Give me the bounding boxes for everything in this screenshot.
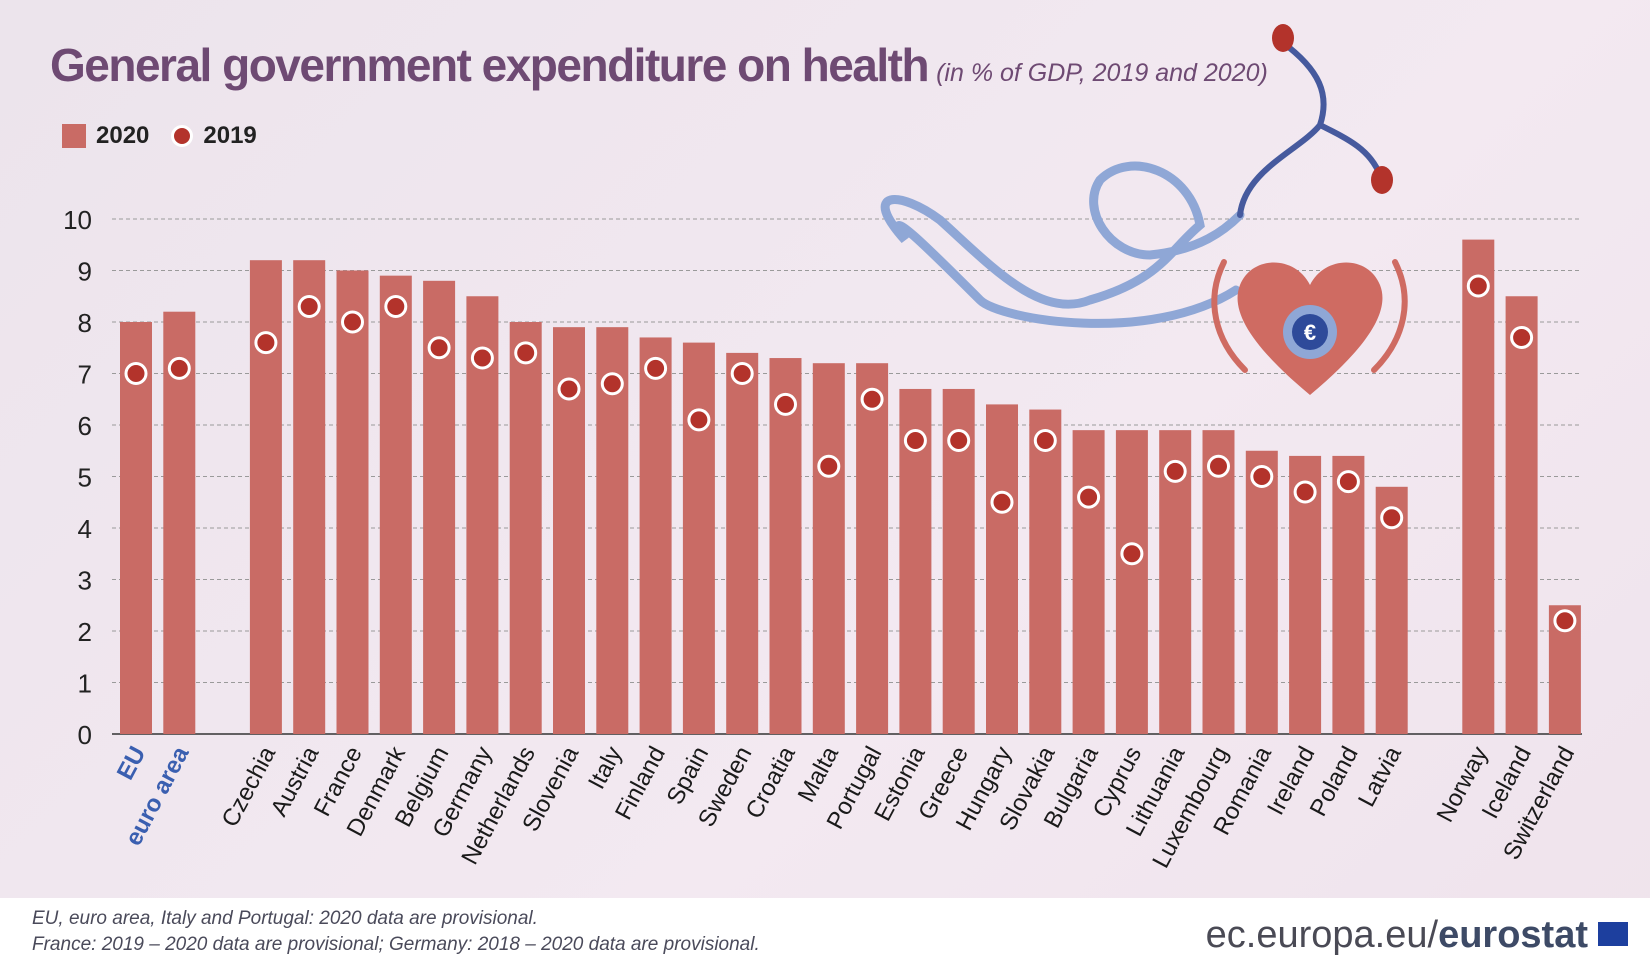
bar-2020: [1245, 450, 1278, 734]
legend-dot-swatch: [171, 125, 194, 147]
chart-subtitle: (in % of GDP, 2019 and 2020): [936, 59, 1268, 87]
dot-2019: [1163, 459, 1187, 483]
dot-2019: [1077, 485, 1101, 509]
dot-2019: [687, 408, 711, 432]
y-tick-label: 6: [78, 411, 92, 441]
dot-2019: [903, 428, 927, 452]
y-tick-label: 5: [78, 463, 92, 493]
x-tick-label: EU: [112, 742, 151, 784]
note-provisional-france-germany: France: 2019 – 2020 data are provisional…: [32, 934, 760, 955]
x-tick-label: Czechia: [217, 742, 282, 832]
dot-2019: [1293, 480, 1317, 504]
dot-2019: [427, 336, 451, 360]
bar-2020: [1505, 296, 1538, 734]
bar-2020: [812, 363, 845, 734]
dot-2019: [1207, 454, 1230, 478]
bar-2020: [1202, 430, 1235, 734]
bar-2020: [293, 260, 326, 734]
euro-symbol: €: [1304, 320, 1316, 345]
dot-2019: [600, 372, 624, 396]
euro-icon: [1292, 314, 1328, 350]
x-tick-label: Latvia: [1353, 742, 1407, 812]
heart-pulse-right-icon: [1371, 259, 1408, 373]
bar-2020: [1029, 409, 1062, 734]
bar-2020: [726, 352, 759, 734]
footer-notes: EU, euro area, Italy and Portugal: 2020 …: [32, 906, 760, 958]
bar-2020: [163, 311, 196, 734]
dot-2019: [990, 490, 1014, 514]
dot-2019: [1380, 506, 1404, 530]
x-tick-label: Italy: [583, 742, 628, 794]
legend-label-2020: 2020: [96, 122, 150, 149]
y-tick-label: 3: [78, 566, 92, 596]
earpiece-top-icon: [1272, 24, 1294, 52]
bar-2020: [336, 270, 369, 734]
brand-name: eurostat: [1438, 914, 1588, 956]
legend-label-2019: 2019: [203, 122, 257, 149]
bar-2020: [682, 342, 715, 734]
y-tick-label: 2: [78, 617, 92, 647]
bar-2020: [509, 322, 542, 734]
bar-2020: [1332, 455, 1365, 734]
bar-2020: [120, 322, 152, 734]
footer: [0, 898, 1650, 975]
stethoscope-icon: [880, 161, 1245, 328]
y-tick-label: 10: [63, 205, 92, 235]
legend-item-2020: 2020: [62, 122, 149, 150]
dot-2019: [341, 310, 364, 334]
bar-2020: [1462, 239, 1495, 734]
title-block: General government expenditure on health…: [50, 38, 1268, 92]
y-tick-label: 8: [78, 308, 92, 338]
bar-2020: [1115, 430, 1148, 734]
bar-2020: [856, 363, 889, 734]
dot-2019: [860, 387, 884, 411]
dot-2019: [1033, 428, 1057, 452]
y-tick-label: 0: [78, 720, 92, 750]
dot-2019: [1510, 325, 1534, 349]
bar-2020: [639, 337, 672, 734]
stethoscope-illustration: €: [880, 24, 1408, 395]
eurostat-brand[interactable]: ec.europa.eu/eurostat: [1206, 914, 1588, 957]
dot-2019: [774, 392, 797, 416]
dot-2019: [947, 428, 971, 452]
dot-2019: [1120, 542, 1144, 566]
earpiece-right-icon: [1371, 166, 1393, 194]
y-tick-label: 9: [78, 257, 92, 287]
bar-2020: [379, 275, 412, 734]
dot-2019: [167, 356, 191, 380]
dot-2019: [730, 362, 754, 385]
bar-2020: [769, 358, 802, 734]
eu-flag-icon: [1598, 922, 1628, 946]
chart-title: General government expenditure on health: [50, 39, 930, 91]
y-tick-label: 7: [78, 360, 92, 390]
dot-2019: [817, 454, 841, 478]
dot-2019: [557, 377, 581, 401]
legend: 2020 2019: [62, 122, 257, 150]
y-tick-label: 4: [78, 514, 92, 544]
dot-2019: [514, 341, 538, 365]
note-provisional-2020: EU, euro area, Italy and Portugal: 2020 …: [32, 908, 538, 929]
bar-2020: [986, 404, 1018, 734]
bar-2020: [1072, 430, 1105, 734]
legend-item-2019: 2019: [171, 122, 257, 150]
dot-2019: [1466, 274, 1490, 298]
dot-2019: [297, 295, 321, 319]
dot-2019: [1250, 465, 1274, 488]
brand-prefix: ec.europa.eu/: [1205, 914, 1439, 956]
dot-2019: [1553, 609, 1577, 633]
y-labels-layer: 0 1 2 3 4 5 6 7 8 9 10: [63, 205, 92, 750]
heart-pulse-left-icon: [1211, 259, 1248, 373]
dots-layer: [124, 274, 1577, 633]
legend-bar-swatch: [62, 124, 86, 148]
dot-2019: [254, 331, 278, 355]
dot-2019: [644, 356, 668, 380]
dot-2019: [384, 295, 408, 319]
y-tick-label: 1: [78, 669, 92, 699]
dot-2019: [1336, 470, 1360, 494]
stethoscope-branch-icon: [1237, 39, 1383, 218]
dot-2019: [470, 346, 494, 370]
dot-2019: [124, 362, 148, 385]
